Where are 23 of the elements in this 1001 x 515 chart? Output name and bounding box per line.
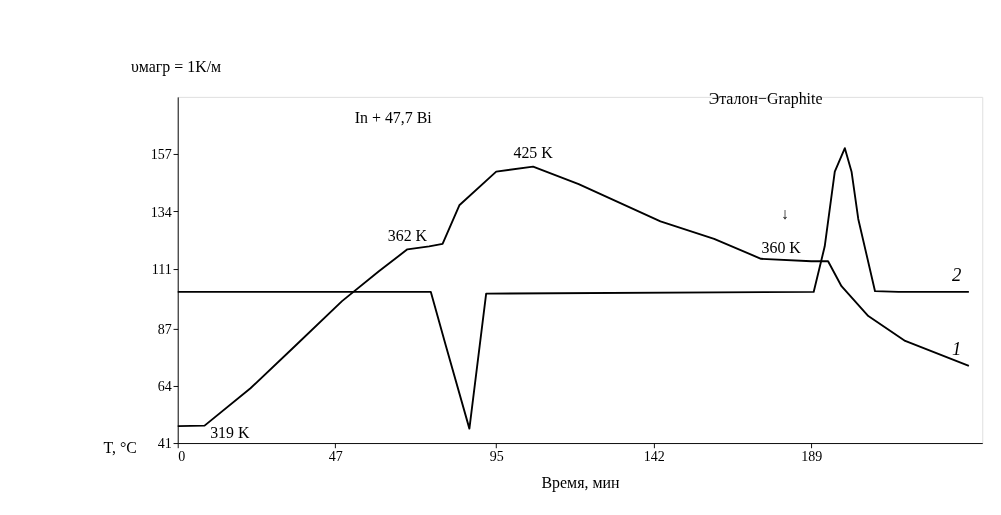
- x-tick-label: 189: [801, 448, 823, 465]
- x-tick-label: 142: [643, 448, 665, 465]
- x-tick-label: 47: [328, 448, 343, 465]
- annotation: 425 K: [513, 144, 554, 162]
- y-tick-label: 87: [157, 320, 172, 337]
- annotation: In + 47,7 Bi: [354, 109, 433, 127]
- annotation: 362 K: [387, 226, 428, 244]
- y-tick-label: 134: [150, 203, 172, 220]
- annotation: Эталон−Graphite: [708, 90, 823, 109]
- y-tick-label: 41: [157, 435, 172, 452]
- annotation: ↓: [781, 205, 790, 223]
- annotation: 319 K: [210, 423, 250, 441]
- y-tick-label: 111: [151, 260, 172, 277]
- x-axis-title: Время, мин: [541, 473, 620, 492]
- x-tick-label: 0: [178, 448, 186, 465]
- annotation: 360 K: [761, 238, 802, 256]
- text: υмагр = 1K/м: [130, 57, 222, 76]
- y-tick-label: 157: [150, 146, 172, 163]
- y-axis-title: T, °C: [103, 438, 137, 456]
- x-tick-label: 95: [489, 448, 504, 465]
- series-label: 1: [952, 337, 962, 359]
- series-label: 2: [952, 263, 962, 285]
- y-tick-label: 64: [157, 377, 172, 394]
